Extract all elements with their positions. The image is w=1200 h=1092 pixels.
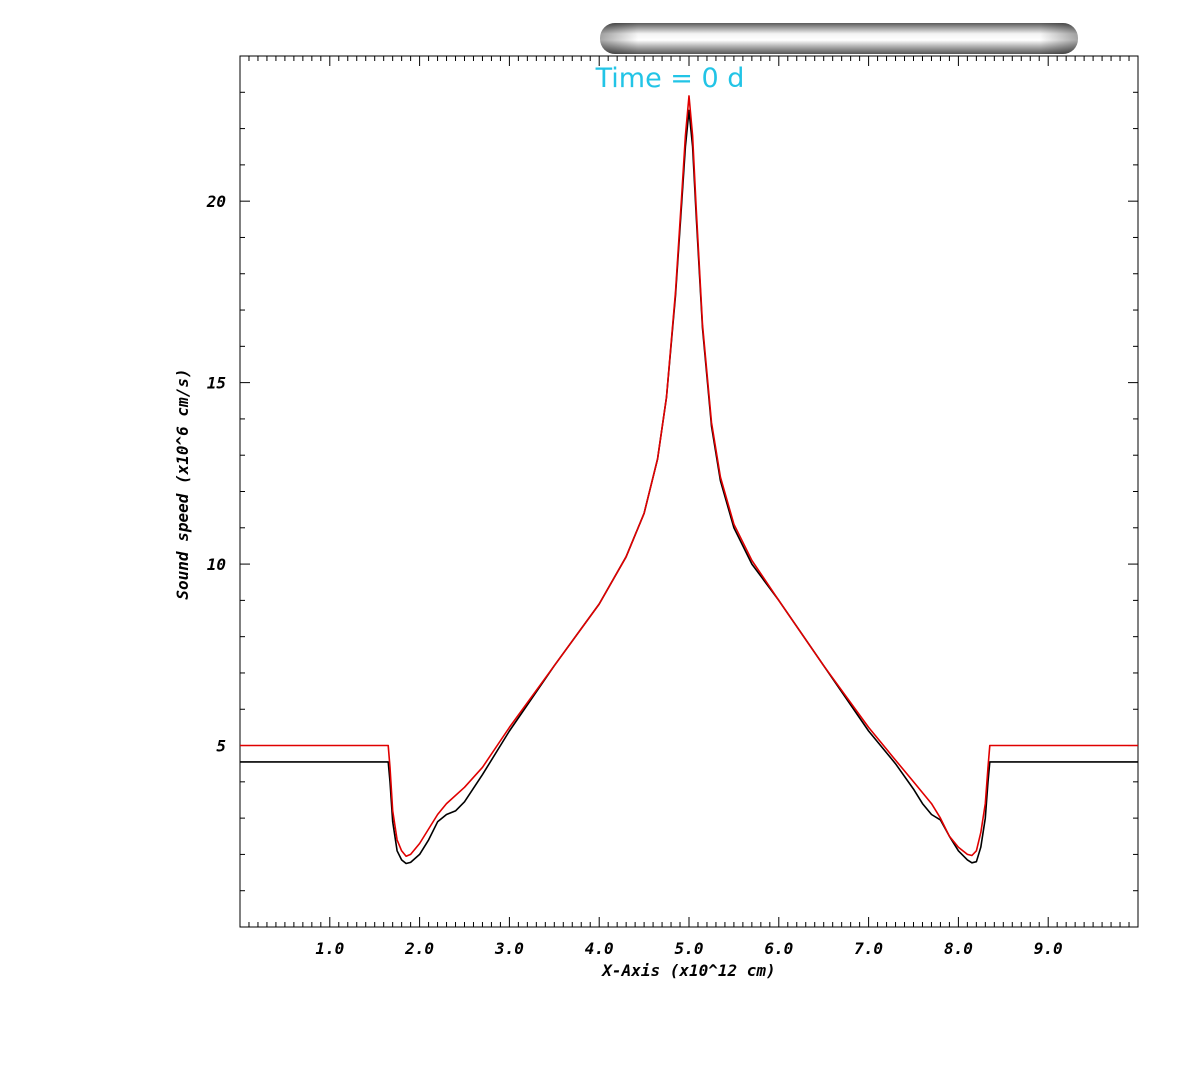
y-axis-title: Sound speed (x10^6 cm/s) (173, 368, 192, 599)
chart-title: Time = 0 d (595, 63, 745, 94)
x-tick-label: 1.0 (315, 939, 344, 958)
x-tick-label: 4.0 (585, 939, 614, 958)
x-tick-label: 5.0 (675, 939, 704, 958)
tick-labels: 1.0 2.0 3.0 4.0 5.0 6.0 7.0 8.0 9.0 5 10 15 20 (206, 192, 1063, 958)
y-tick-label: 10 (207, 555, 226, 574)
x-axis-title: X-Axis (x10^12 cm) (600, 961, 775, 980)
y-tick-label: 15 (207, 374, 226, 393)
progress-bar (600, 23, 1078, 54)
x-tick-label: 3.0 (494, 939, 524, 958)
x-tick-label: 7.0 (854, 939, 883, 958)
plot-border (239, 55, 1139, 928)
x-tick-label: 8.0 (944, 939, 973, 958)
plot-area (239, 55, 1139, 928)
y-tick-label: 20 (206, 192, 226, 211)
x-tick-label: 2.0 (404, 939, 434, 958)
x-tick-label: 9.0 (1034, 939, 1063, 958)
x-tick-label: 6.0 (764, 939, 793, 958)
series-line-black (240, 109, 1138, 865)
y-tick-label: 5 (216, 737, 226, 756)
series-group (240, 95, 1138, 865)
series-line-red (240, 95, 1138, 858)
progress-bar-shade (600, 23, 1078, 54)
axis-ticks (240, 56, 1138, 927)
